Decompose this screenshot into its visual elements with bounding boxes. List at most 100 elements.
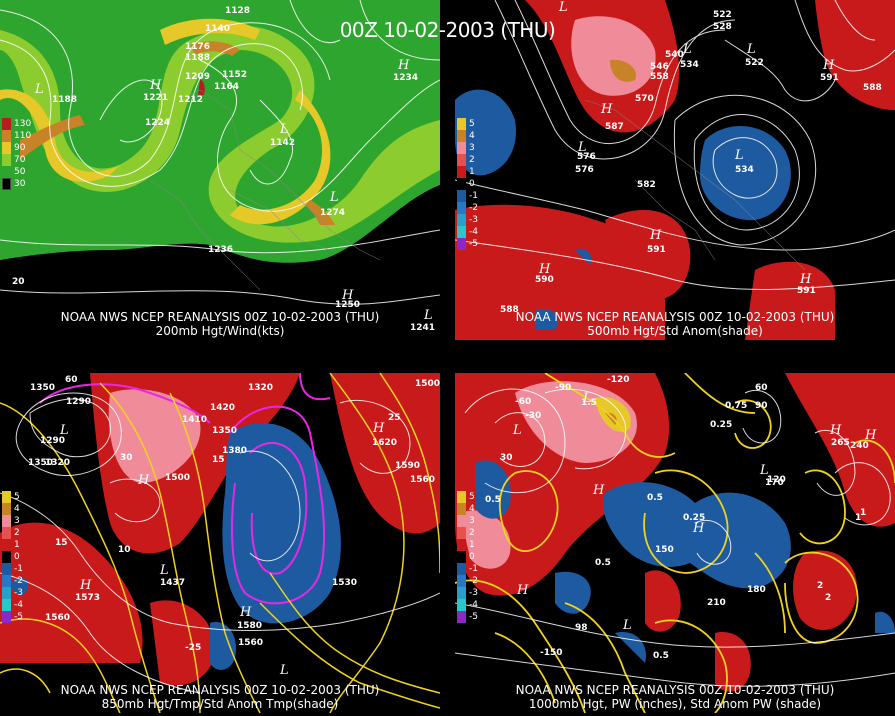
high-marker: H bbox=[539, 262, 551, 277]
legend-label: 5 bbox=[469, 119, 475, 129]
high-marker: H bbox=[693, 521, 705, 536]
contour-label: -30 bbox=[525, 411, 542, 421]
high-marker: H bbox=[150, 78, 162, 93]
contour-label: 0.5 bbox=[653, 651, 669, 661]
contour-label: 1 bbox=[860, 508, 867, 518]
contour-label: 1410 bbox=[182, 415, 208, 425]
legend-label: -1 bbox=[469, 191, 478, 201]
contour-label: 534 bbox=[735, 165, 754, 175]
panel-1000mb: 5 4 3 2 1 0 -1 -2 -3 -4 -5 -120 -90 -60 … bbox=[455, 373, 895, 713]
contour-label: 265 bbox=[831, 438, 850, 448]
legend-label: 4 bbox=[14, 504, 20, 514]
low-marker: L bbox=[160, 563, 169, 578]
contour-label: 210 bbox=[707, 598, 726, 608]
panel-500mb: 5 4 3 2 1 0 -1 -2 -3 -4 -5 522 528 534 5… bbox=[455, 0, 895, 340]
legend-anomaly: 5 4 3 2 1 0 -1 -2 -3 -4 -5 bbox=[457, 118, 497, 250]
low-marker: L bbox=[280, 122, 289, 137]
low-marker: L bbox=[583, 391, 592, 406]
contour-label: 587 bbox=[605, 122, 624, 132]
contour-label: 30 bbox=[500, 453, 513, 463]
map-200mb-wind bbox=[0, 0, 440, 340]
contour-label: 1152 bbox=[222, 70, 248, 80]
panel-caption-source: NOAA NWS NCEP REANALYSIS 00Z 10-02-2003 … bbox=[515, 683, 835, 697]
legend-label: 110 bbox=[14, 131, 32, 141]
high-marker: H bbox=[650, 228, 662, 243]
contour-label: 2 bbox=[825, 593, 832, 603]
panel-caption-source: NOAA NWS NCEP REANALYSIS 00Z 10-02-2003 … bbox=[60, 683, 380, 697]
legend-label: 70 bbox=[14, 155, 26, 165]
contour-label: 1500 bbox=[415, 379, 440, 389]
contour-label: 170 bbox=[765, 478, 784, 488]
contour-label: 0.75 bbox=[725, 401, 748, 411]
legend-label: 3 bbox=[14, 516, 20, 526]
low-marker: L bbox=[35, 82, 44, 97]
contour-label: 522 bbox=[745, 58, 764, 68]
legend-label: 3 bbox=[469, 516, 475, 526]
high-marker: H bbox=[601, 102, 613, 117]
contour-label: 588 bbox=[863, 83, 882, 93]
low-marker: L bbox=[280, 663, 289, 678]
contour-label: -150 bbox=[540, 648, 563, 658]
high-marker: H bbox=[240, 605, 252, 620]
contour-label: -90 bbox=[555, 383, 572, 393]
contour-label: 1290 bbox=[40, 436, 66, 446]
low-marker: L bbox=[735, 148, 744, 163]
legend-label: 4 bbox=[469, 504, 475, 514]
contour-label: 1580 bbox=[237, 621, 263, 631]
legend-label: -4 bbox=[469, 600, 478, 610]
legend-label: -3 bbox=[469, 215, 478, 225]
contour-label: 2 bbox=[817, 581, 824, 591]
contour-label: 150 bbox=[655, 545, 674, 555]
contour-label: 591 bbox=[647, 245, 666, 255]
legend-anomaly: 5 4 3 2 1 0 -1 -2 -3 -4 -5 bbox=[2, 491, 42, 623]
high-marker: H bbox=[398, 58, 410, 73]
contour-label: 180 bbox=[747, 585, 766, 595]
legend-label: 1 bbox=[469, 540, 475, 550]
legend-wind: 130 110 90 70 50 30 bbox=[2, 118, 42, 190]
panel-caption-source: NOAA NWS NCEP REANALYSIS 00Z 10-02-2003 … bbox=[60, 310, 380, 324]
legend-label: -2 bbox=[469, 576, 478, 586]
contour-label: 0.5 bbox=[485, 495, 501, 505]
low-marker: L bbox=[513, 423, 522, 438]
panel-caption-field: 200mb Hgt/Wind(kts) bbox=[155, 324, 285, 338]
legend-label: 50 bbox=[14, 167, 26, 177]
legend-label: -3 bbox=[469, 588, 478, 598]
contour-label: 0.25 bbox=[710, 420, 733, 430]
legend-label: 2 bbox=[469, 528, 475, 538]
high-marker: H bbox=[830, 423, 842, 438]
contour-label: 1221 bbox=[143, 93, 169, 103]
legend-label: 3 bbox=[469, 143, 475, 153]
contour-label: 1530 bbox=[332, 578, 358, 588]
legend-label: -4 bbox=[469, 227, 478, 237]
legend-label: 5 bbox=[469, 492, 475, 502]
panel-caption-field: 850mb Hgt/Tmp/Std Anom Tmp(shade) bbox=[101, 697, 339, 711]
legend-label: 2 bbox=[14, 528, 20, 538]
contour-label: 522 bbox=[713, 10, 732, 20]
panel-200mb: 130 110 90 70 50 30 1128 1140 1176 1188 … bbox=[0, 0, 440, 340]
contour-label: 1560 bbox=[45, 613, 71, 623]
contour-label: 1140 bbox=[205, 24, 231, 34]
contour-label: 1128 bbox=[225, 6, 251, 16]
contour-label: 558 bbox=[650, 72, 669, 82]
contour-label: 60 bbox=[755, 383, 768, 393]
contour-label: 570 bbox=[635, 94, 654, 104]
contour-label: 1620 bbox=[372, 438, 398, 448]
contour-label: 1350 bbox=[30, 383, 56, 393]
high-marker: H bbox=[865, 428, 877, 443]
map-850mb-temperature-anomaly bbox=[0, 373, 440, 713]
contour-label: 528 bbox=[713, 22, 732, 32]
legend-label: 1 bbox=[469, 167, 475, 177]
map-500mb-height-anomaly bbox=[455, 0, 895, 340]
legend-label: 30 bbox=[14, 179, 26, 189]
contour-label: 1176 bbox=[185, 42, 211, 52]
legend-label: -5 bbox=[14, 612, 23, 622]
contour-label: 576 bbox=[575, 165, 594, 175]
contour-label: 1164 bbox=[214, 82, 240, 92]
low-marker: L bbox=[683, 42, 692, 57]
contour-label: 1290 bbox=[66, 397, 92, 407]
contour-label: 1209 bbox=[185, 72, 211, 82]
contour-label: 1560 bbox=[410, 475, 436, 485]
contour-label: 10 bbox=[118, 545, 131, 555]
legend-label: 0 bbox=[14, 552, 20, 562]
contour-label: 25 bbox=[388, 413, 401, 423]
